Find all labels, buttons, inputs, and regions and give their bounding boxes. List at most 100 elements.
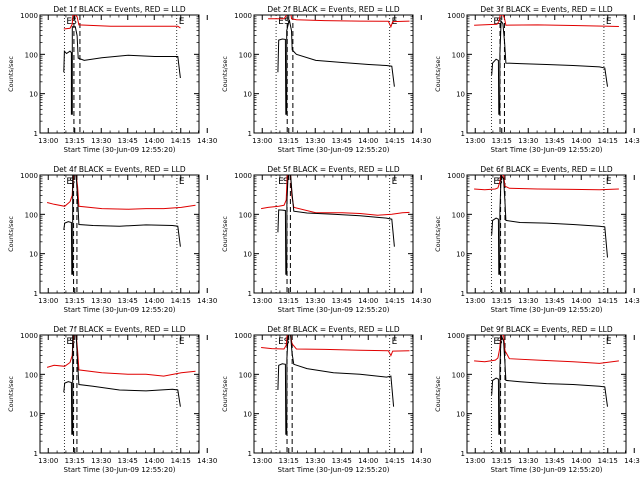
events-series-line <box>277 19 395 115</box>
y-tick-label: 1 <box>461 130 465 138</box>
s-marker-label: S <box>283 177 289 187</box>
x-tick-label: 14:00 <box>358 457 378 465</box>
events-series-line <box>491 19 608 115</box>
lld-series-line <box>268 15 410 29</box>
e-marker-label: E <box>66 17 72 27</box>
panel-6: 1 10 100 1000 13:00 13:15 13:30 13:45 14:00 14:15… <box>434 165 640 314</box>
y-tick-label: 10 <box>29 411 38 419</box>
x-tick-label: 13:45 <box>118 297 138 305</box>
y-tick-label: 1000 <box>447 172 465 180</box>
panel-7: 1 10 100 1000 13:00 13:15 13:30 13:45 14:00 14:15… <box>7 325 217 474</box>
x-tick-label: 14:00 <box>358 137 378 145</box>
events-series-line <box>491 175 608 275</box>
y-tick-label: 1 <box>34 290 38 298</box>
panel-8: 1 10 100 1000 13:00 13:15 13:30 13:45 14:00 14:15… <box>221 325 431 474</box>
y-tick-label: 1 <box>34 130 38 138</box>
events-series-line <box>277 175 395 275</box>
y-tick-label: 1 <box>248 450 252 458</box>
lld-series-line <box>261 335 410 357</box>
x-tick-label: 13:45 <box>118 137 138 145</box>
panel-3: 1 10 100 1000 13:00 13:15 13:30 13:45 14:00 14:15… <box>434 5 640 154</box>
plot-frame <box>39 174 200 294</box>
plot-frame <box>253 14 414 134</box>
e-marker-label: E <box>606 337 612 347</box>
e-marker-label: E <box>278 17 284 27</box>
events-series-line <box>63 335 181 435</box>
s-marker-label: S <box>71 17 77 27</box>
y-tick-label: 1000 <box>234 332 252 340</box>
lld-series-line <box>46 175 196 210</box>
plot-frame <box>466 334 627 454</box>
y-tick-label: 1 <box>248 130 252 138</box>
x-tick-label: 13:30 <box>518 457 538 465</box>
y-tick-label: 100 <box>239 51 252 59</box>
y-tick-label: 100 <box>239 211 252 219</box>
y-tick-label: 100 <box>239 371 252 379</box>
x-tick-label: 13:15 <box>492 457 512 465</box>
x-axis-label: Start Time (30-Jun-09 12:55:20) <box>491 466 603 474</box>
x-tick-label: 13:00 <box>465 457 485 465</box>
e-marker-label: E <box>278 337 284 347</box>
x-tick-label: 14:30 <box>624 297 640 305</box>
y-axis-label: Counts/sec <box>221 56 229 92</box>
lld-series-line <box>474 335 619 364</box>
x-tick-label: 14:15 <box>598 137 618 145</box>
x-tick-label: 14:15 <box>598 457 618 465</box>
y-tick-label: 100 <box>25 371 38 379</box>
x-tick-label: 13:15 <box>279 297 299 305</box>
x-tick-label: 14:30 <box>411 137 431 145</box>
lld-series-line <box>46 335 196 377</box>
s-marker-label: S <box>496 17 502 27</box>
x-tick-label: 14:30 <box>197 457 217 465</box>
e-marker-label: E <box>278 177 284 187</box>
y-tick-label: 1 <box>461 450 465 458</box>
x-axis-label: Start Time (30-Jun-09 12:55:20) <box>491 306 603 314</box>
y-tick-label: 10 <box>29 251 38 259</box>
y-tick-label: 1 <box>34 450 38 458</box>
panel-title: Det 3f BLACK = Events, RED = LLD <box>480 5 613 14</box>
e-marker-label: E <box>606 17 612 27</box>
y-tick-label: 1000 <box>20 12 38 20</box>
x-tick-label: 13:15 <box>492 137 512 145</box>
e-marker-label: E <box>392 337 398 347</box>
panel-2: 1 10 100 1000 13:00 13:15 13:30 13:45 14:00 14:15… <box>221 5 431 154</box>
y-tick-label: 100 <box>25 51 38 59</box>
panel-title: Det 7f BLACK = Events, RED = LLD <box>53 325 186 334</box>
x-tick-label: 14:15 <box>598 297 618 305</box>
y-axis-label: Counts/sec <box>7 56 15 92</box>
y-axis-label: Counts/sec <box>7 376 15 412</box>
x-tick-label: 13:00 <box>252 457 272 465</box>
x-tick-label: 13:15 <box>65 457 85 465</box>
e-marker-label: E <box>179 337 185 347</box>
x-tick-label: 14:00 <box>144 457 164 465</box>
x-axis-label: Start Time (30-Jun-09 12:55:20) <box>64 146 176 154</box>
x-tick-label: 13:15 <box>279 457 299 465</box>
x-tick-label: 14:00 <box>144 137 164 145</box>
y-tick-label: 100 <box>452 211 465 219</box>
e-marker-label: E <box>66 337 72 347</box>
y-tick-label: 10 <box>243 251 252 259</box>
x-tick-label: 14:00 <box>571 457 591 465</box>
x-tick-label: 13:00 <box>465 297 485 305</box>
x-tick-label: 13:15 <box>279 137 299 145</box>
y-axis-label: Counts/sec <box>221 376 229 412</box>
e-marker-label: E <box>606 177 612 187</box>
x-tick-label: 13:30 <box>305 297 325 305</box>
x-tick-label: 13:15 <box>492 297 512 305</box>
y-tick-label: 1000 <box>234 172 252 180</box>
x-tick-label: 13:45 <box>545 137 565 145</box>
y-axis-label: Counts/sec <box>434 56 442 92</box>
lld-series-line <box>63 15 181 30</box>
x-axis-label: Start Time (30-Jun-09 12:55:20) <box>278 146 390 154</box>
x-tick-label: 13:30 <box>305 137 325 145</box>
x-tick-label: 14:15 <box>171 457 191 465</box>
y-tick-label: 1000 <box>447 12 465 20</box>
x-tick-label: 13:00 <box>252 137 272 145</box>
events-series-line <box>277 335 395 435</box>
x-tick-label: 14:15 <box>385 297 405 305</box>
x-tick-label: 13:00 <box>38 297 58 305</box>
e-marker-label: E <box>493 337 499 347</box>
panel-title: Det 4f BLACK = Events, RED = LLD <box>53 165 186 174</box>
x-tick-label: 14:30 <box>624 137 640 145</box>
